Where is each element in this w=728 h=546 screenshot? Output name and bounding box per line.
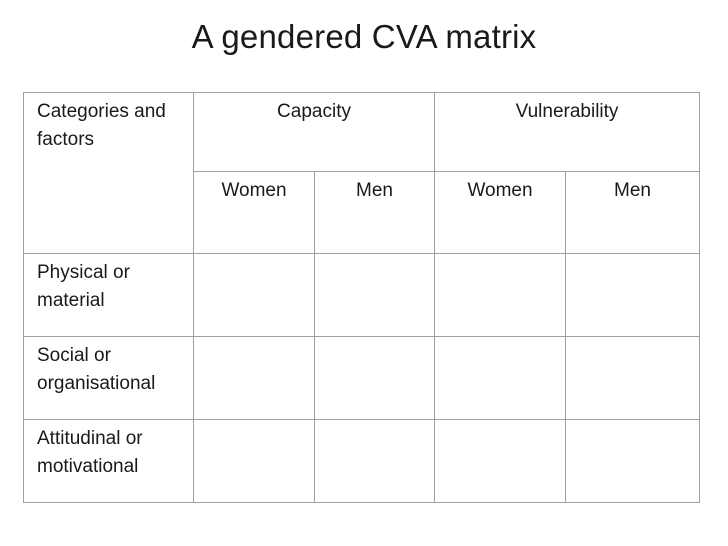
cell-physical-capacity-women xyxy=(193,253,315,337)
group-header-row: Categories and factors Capacity Vulnerab… xyxy=(23,92,701,254)
row-label-physical-or-material: Physical or material xyxy=(23,253,194,337)
sub-header-capacity-women: Women xyxy=(193,171,315,254)
row-label-attitudinal-or-motivational: Attitudinal or motivational xyxy=(23,419,194,503)
group-header-capacity: Capacity xyxy=(192,92,436,172)
row-physical-or-material: Physical or material xyxy=(23,253,701,337)
cell-attitudinal-vulnerability-women xyxy=(434,419,567,503)
cell-social-capacity-men xyxy=(313,336,436,420)
cell-attitudinal-capacity-men xyxy=(313,419,436,503)
slide-title: A gendered CVA matrix xyxy=(191,18,537,55)
cell-social-vulnerability-women xyxy=(434,336,567,420)
cell-physical-vulnerability-men xyxy=(565,253,701,337)
sub-header-capacity-men: Men xyxy=(313,171,436,254)
sub-header-vulnerability-women: Women xyxy=(434,171,567,254)
cell-physical-capacity-men xyxy=(313,253,436,337)
sub-header-row: Women Men Women Men xyxy=(24,171,701,254)
row-social-or-organisational: Social or organisational xyxy=(23,336,701,420)
cell-social-capacity-women xyxy=(193,336,315,420)
sub-header-vulnerability-men: Men xyxy=(565,171,701,254)
corner-header-categories-and-factors: Categories and factors xyxy=(23,92,194,254)
cva-matrix-table: Categories and factors Capacity Vulnerab… xyxy=(23,92,701,503)
group-header-vulnerability: Vulnerability xyxy=(434,92,701,172)
cell-attitudinal-capacity-women xyxy=(193,419,315,503)
row-attitudinal-or-motivational: Attitudinal or motivational xyxy=(23,419,701,503)
cell-social-vulnerability-men xyxy=(565,336,701,420)
row-label-social-or-organisational: Social or organisational xyxy=(23,336,194,420)
cell-attitudinal-vulnerability-men xyxy=(565,419,701,503)
cell-physical-vulnerability-women xyxy=(434,253,567,337)
